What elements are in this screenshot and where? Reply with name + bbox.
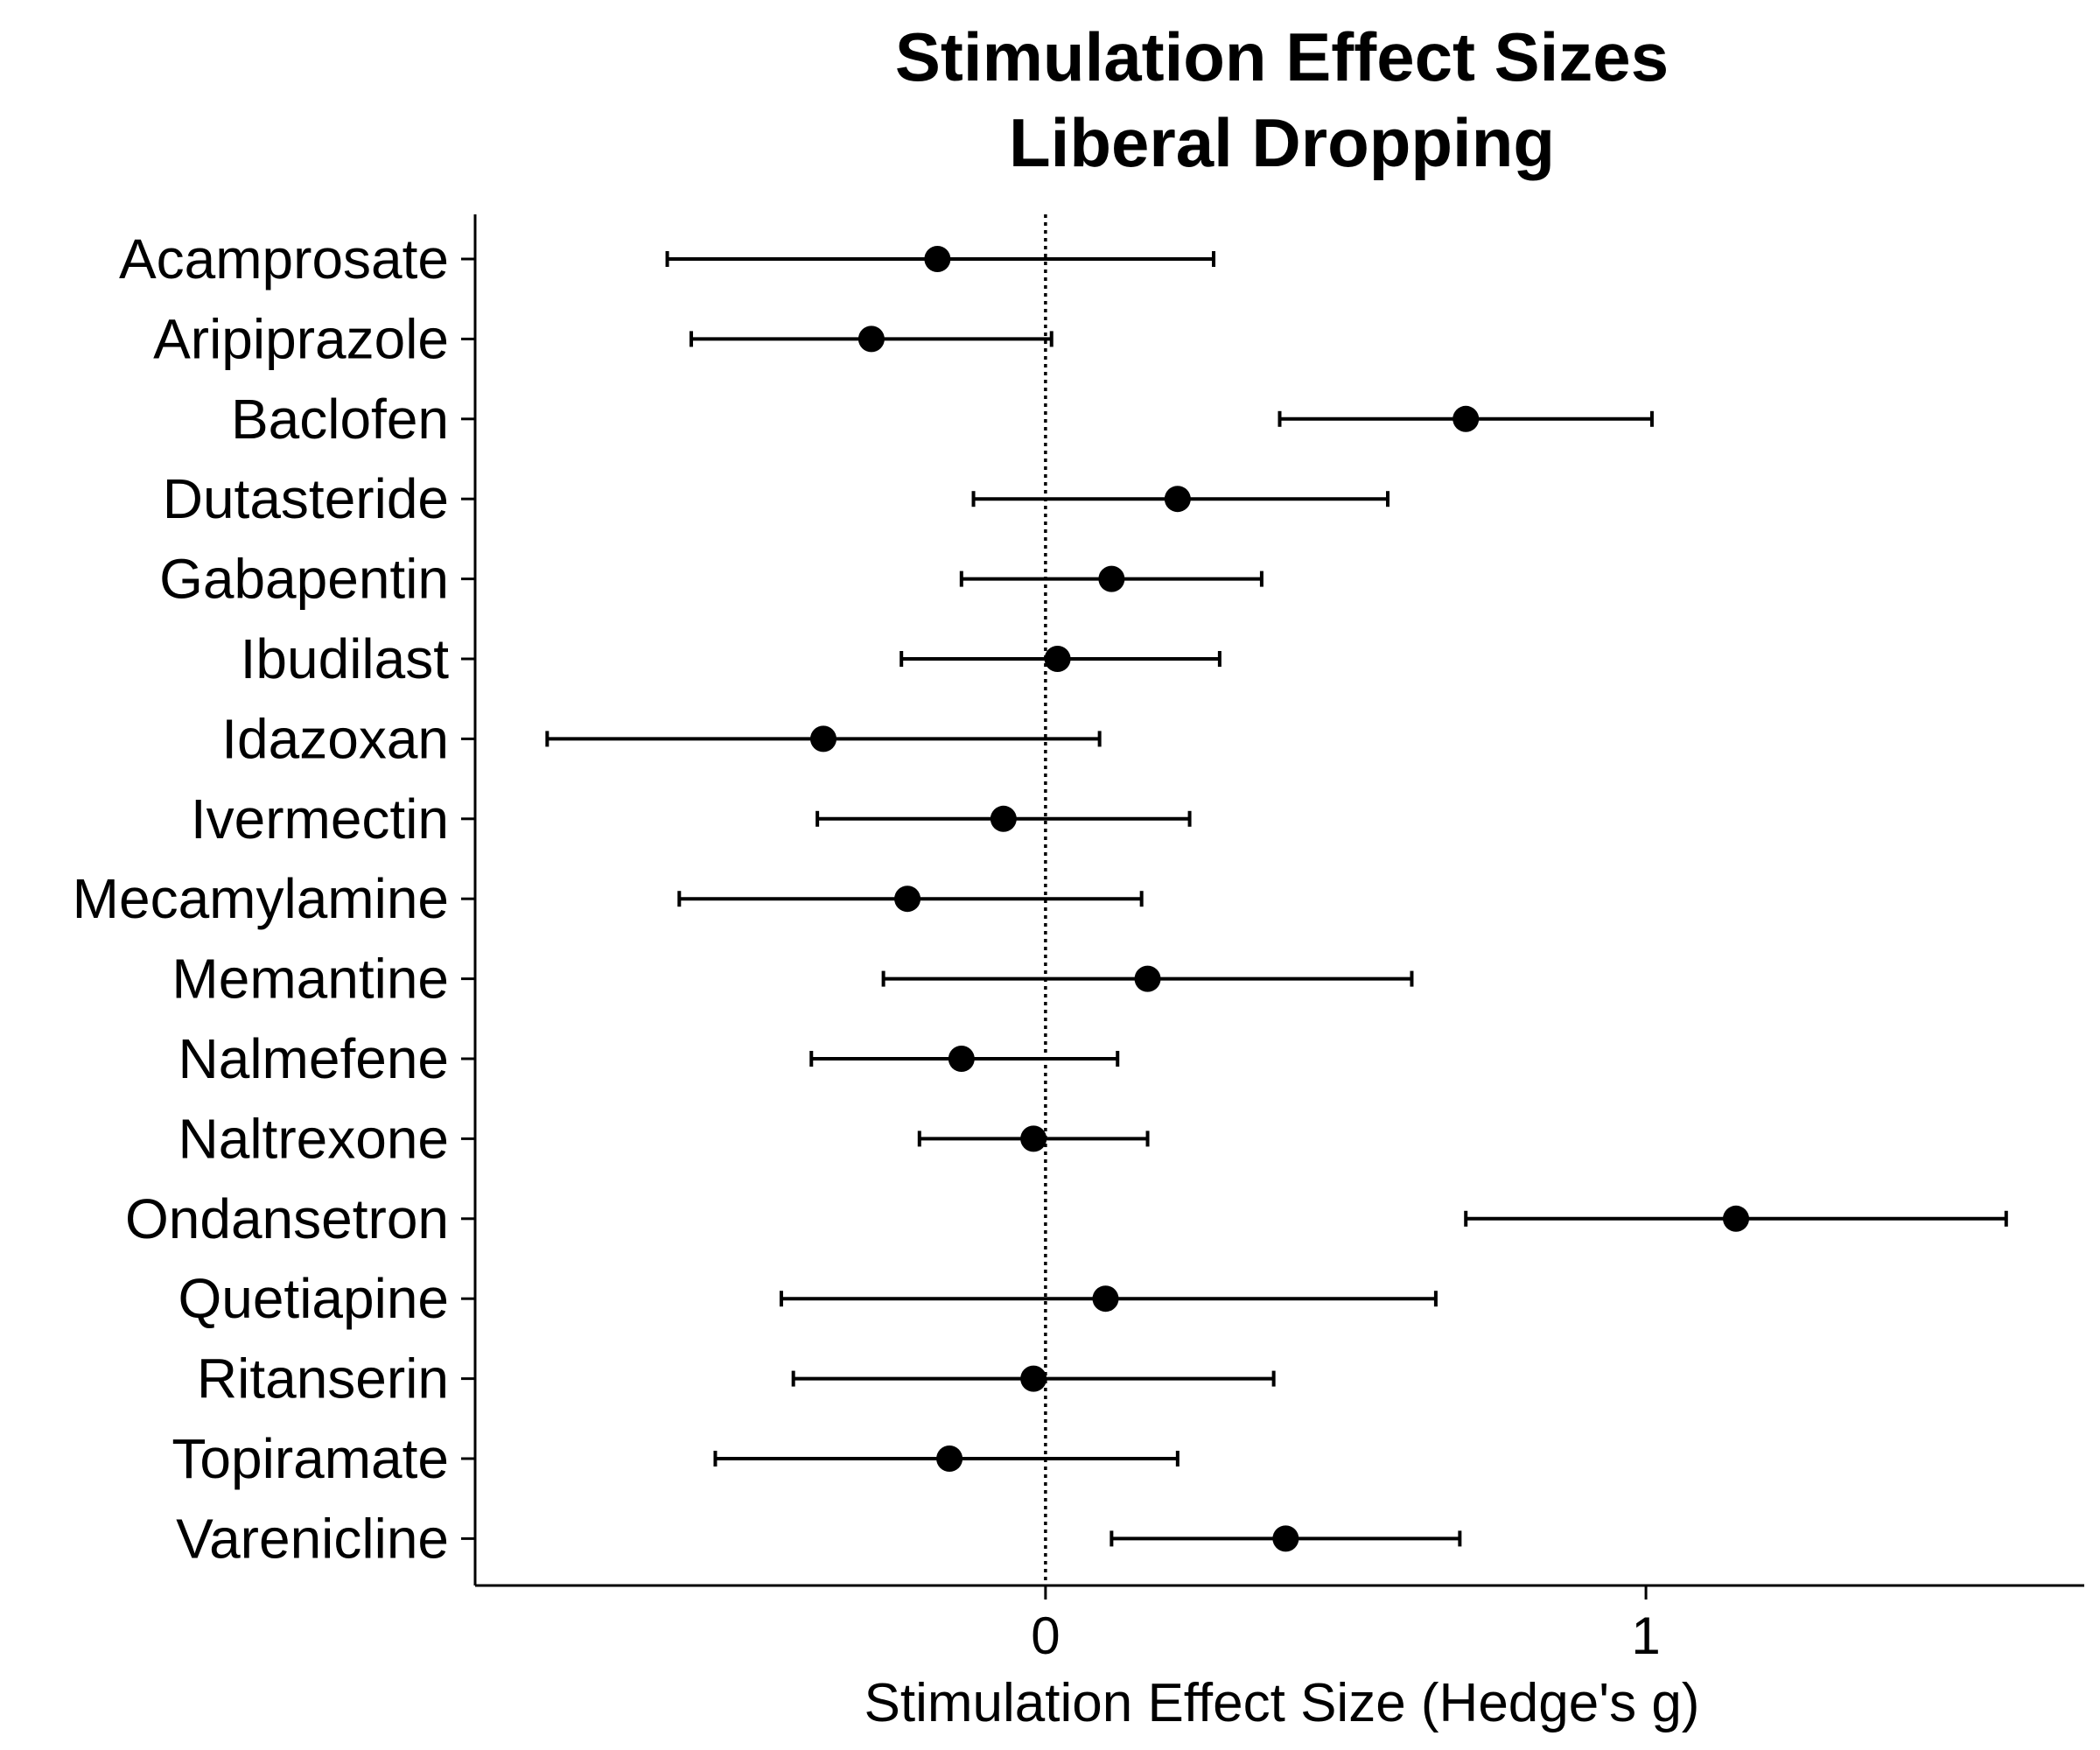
y-tick-label-baclofen: Baclofen: [231, 388, 449, 451]
y-tick-label-ivermectin: Ivermectin: [191, 788, 449, 850]
x-axis-label: Stimulation Effect Size (Hedge's g): [864, 1673, 1700, 1733]
point-acamprosate: [924, 246, 951, 272]
chart-title-line-1: Stimulation Effect Sizes: [895, 18, 1669, 95]
y-tick-label-aripiprazole: Aripiprazole: [153, 307, 449, 370]
y-tick-label-memantine: Memantine: [172, 948, 449, 1011]
y-tick-label-topiramate: Topiramate: [172, 1427, 449, 1490]
y-tick-label-ondansetron: Ondansetron: [125, 1187, 449, 1250]
point-mecamylamine: [894, 886, 921, 913]
point-baclofen: [1452, 405, 1480, 432]
point-aripiprazole: [858, 326, 885, 353]
y-tick-label-mecamylamine: Mecamylamine: [73, 867, 449, 930]
y-tick-label-idazoxan: Idazoxan: [221, 707, 449, 770]
point-idazoxan: [809, 725, 836, 752]
y-tick-label-varenicline: Varenicline: [176, 1507, 449, 1570]
x-tick-label-1: 1: [1631, 1606, 1660, 1665]
point-dutasteride: [1164, 486, 1191, 513]
plot-area: 0 1 Acamprosate Aripiprazole Baclofen Dutaste…: [73, 214, 2084, 1665]
point-memantine: [1134, 965, 1161, 992]
point-varenicline: [1272, 1525, 1299, 1552]
y-tick-label-ibudilast: Ibudilast: [241, 627, 450, 690]
y-tick-label-ritanserin: Ritanserin: [197, 1348, 449, 1410]
point-ibudilast: [1044, 646, 1071, 672]
point-quetiapine: [1092, 1285, 1119, 1312]
y-tick-label-nalmefene: Nalmefene: [178, 1027, 450, 1090]
point-naltrexone: [1020, 1125, 1047, 1152]
point-gabapentin: [1098, 565, 1125, 592]
y-tick-label-naltrexone: Naltrexone: [178, 1107, 450, 1170]
point-ivermectin: [990, 805, 1017, 832]
y-tick-label-quetiapine: Quetiapine: [178, 1267, 449, 1330]
y-tick-label-dutasteride: Dutasteride: [163, 467, 449, 530]
point-ondansetron: [1723, 1205, 1750, 1232]
y-tick-label-acamprosate: Acamprosate: [119, 228, 449, 290]
y-tick-label-gabapentin: Gabapentin: [159, 548, 449, 611]
chart-title-line-2: Liberal Dropping: [1009, 104, 1555, 181]
point-ritanserin: [1020, 1365, 1047, 1392]
point-nalmefene: [948, 1046, 975, 1072]
point-topiramate: [936, 1446, 963, 1472]
x-tick-label-0: 0: [1031, 1606, 1060, 1665]
